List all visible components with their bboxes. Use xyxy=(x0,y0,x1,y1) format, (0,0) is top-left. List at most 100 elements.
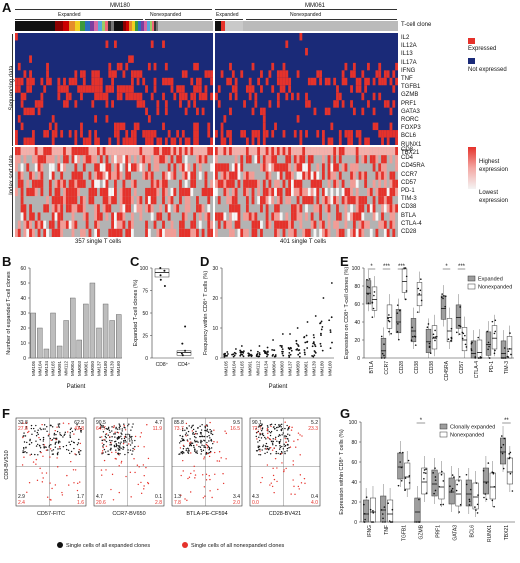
heatmap-cell xyxy=(333,171,337,180)
f-cell-expanded xyxy=(114,433,116,435)
f-cell-expanded xyxy=(272,426,275,428)
heatmap-cell xyxy=(153,155,157,164)
heatmap-cell xyxy=(184,179,188,188)
f-q-tl-red: 64.7 xyxy=(96,426,106,432)
f-cell-expanded xyxy=(117,447,119,449)
f-cell-expanded xyxy=(55,437,58,440)
f-cell-nonexpanded xyxy=(77,482,79,485)
heatmap-cell xyxy=(361,155,365,164)
f-cell-nonexpanded xyxy=(285,467,287,470)
f-cell-nonexpanded xyxy=(66,474,68,477)
g-point xyxy=(458,476,461,478)
f-cell-nonexpanded xyxy=(188,476,191,478)
d-point xyxy=(258,345,261,347)
heatmap-cell xyxy=(51,196,55,205)
f-q-bl-red: 0.0 xyxy=(252,500,259,506)
heatmap-cell xyxy=(324,147,328,156)
seq-bracket xyxy=(12,34,13,146)
d-xtick-label: MM134 xyxy=(264,361,269,377)
f-cell-nonexpanded xyxy=(101,442,103,444)
heatmap-cell xyxy=(319,220,322,229)
d-point xyxy=(281,352,284,355)
f-cell-expanded xyxy=(192,424,194,427)
heatmap-cell xyxy=(179,147,182,156)
heatmap-cell xyxy=(341,163,345,172)
f-cell-expanded xyxy=(42,440,44,442)
heatmap-cell xyxy=(184,70,188,78)
f-cell-nonexpanded xyxy=(206,447,209,449)
clone-block xyxy=(120,21,123,31)
heatmap-cell xyxy=(97,147,100,156)
heatmap-cell xyxy=(94,163,98,172)
f-cell-expanded xyxy=(257,426,260,428)
heatmap-cell xyxy=(187,196,191,205)
panel-label-a: A xyxy=(2,0,12,15)
b-bar xyxy=(76,339,82,359)
heatmap-cell xyxy=(97,179,100,188)
heatmap-cell xyxy=(179,179,182,188)
heatmap-cell xyxy=(265,220,269,229)
e-point xyxy=(459,306,461,308)
heatmap-cell xyxy=(271,212,275,221)
g-point xyxy=(380,509,383,511)
heatmap-cell xyxy=(234,212,238,221)
f-cell-expanded xyxy=(48,446,50,448)
heatmap-cell xyxy=(71,155,75,164)
heatmap-cell xyxy=(122,187,126,197)
heatmap-cell xyxy=(74,220,78,229)
heatmap-cell xyxy=(147,204,151,213)
f-cell-expanded xyxy=(118,423,120,425)
heatmap-cell xyxy=(210,70,213,78)
f-cell-nonexpanded xyxy=(289,446,292,448)
f-cell-expanded xyxy=(193,436,196,438)
seq-gene-label: FOXP3 xyxy=(401,125,421,132)
heatmap-cell xyxy=(15,130,18,138)
heatmap-cell xyxy=(389,147,393,156)
heatmap-cell xyxy=(305,147,308,156)
f-cell-expanded xyxy=(197,441,199,443)
f-cell-nonexpanded xyxy=(209,490,211,492)
heatmap-cell xyxy=(54,179,58,188)
e-point xyxy=(418,292,421,295)
heatmap-cell xyxy=(288,187,292,197)
f-cell-expanded xyxy=(187,448,190,450)
heatmap-cell xyxy=(260,220,263,229)
f-cell-nonexpanded xyxy=(41,472,43,474)
d-point xyxy=(280,344,283,347)
heatmap-cell xyxy=(251,196,255,205)
g-point xyxy=(475,482,478,484)
heatmap-cell xyxy=(358,220,362,229)
heatmap-cell xyxy=(128,55,131,63)
g-ytick-label: 60 xyxy=(351,460,357,466)
d-point xyxy=(319,322,321,325)
d-xtick-label: MM104 xyxy=(232,361,237,377)
f-cell-nonexpanded xyxy=(137,445,139,448)
e-ytick-label: 80 xyxy=(354,284,360,290)
heatmap-cell xyxy=(338,137,342,145)
f-cell-expanded xyxy=(78,452,80,454)
heatmap-cell xyxy=(291,220,294,229)
heatmap-cell xyxy=(94,130,98,138)
e-box xyxy=(431,325,438,350)
f-cell-expanded xyxy=(51,450,53,452)
f-cell-expanded xyxy=(39,427,41,429)
f-cell-nonexpanded xyxy=(225,432,228,435)
heatmap-cell xyxy=(31,171,35,180)
f-cell-nonexpanded xyxy=(79,442,82,445)
heatmap-cell xyxy=(116,155,120,164)
f-cell-expanded xyxy=(194,450,196,452)
d-point xyxy=(320,320,323,323)
f-cell-expanded xyxy=(123,437,126,440)
heatmap-cell xyxy=(296,179,300,188)
d-point xyxy=(304,341,307,344)
g-point xyxy=(434,479,437,481)
heatmap-cell xyxy=(99,147,103,156)
d-point xyxy=(289,333,291,335)
heatmap-cell xyxy=(74,171,78,180)
f-cell-expanded xyxy=(276,440,278,443)
heatmap-cell xyxy=(302,187,306,197)
f-cell-expanded xyxy=(105,437,107,439)
heatmap-cell xyxy=(254,155,258,164)
heatmap-cell xyxy=(226,77,230,86)
heatmap-cell xyxy=(193,100,197,108)
